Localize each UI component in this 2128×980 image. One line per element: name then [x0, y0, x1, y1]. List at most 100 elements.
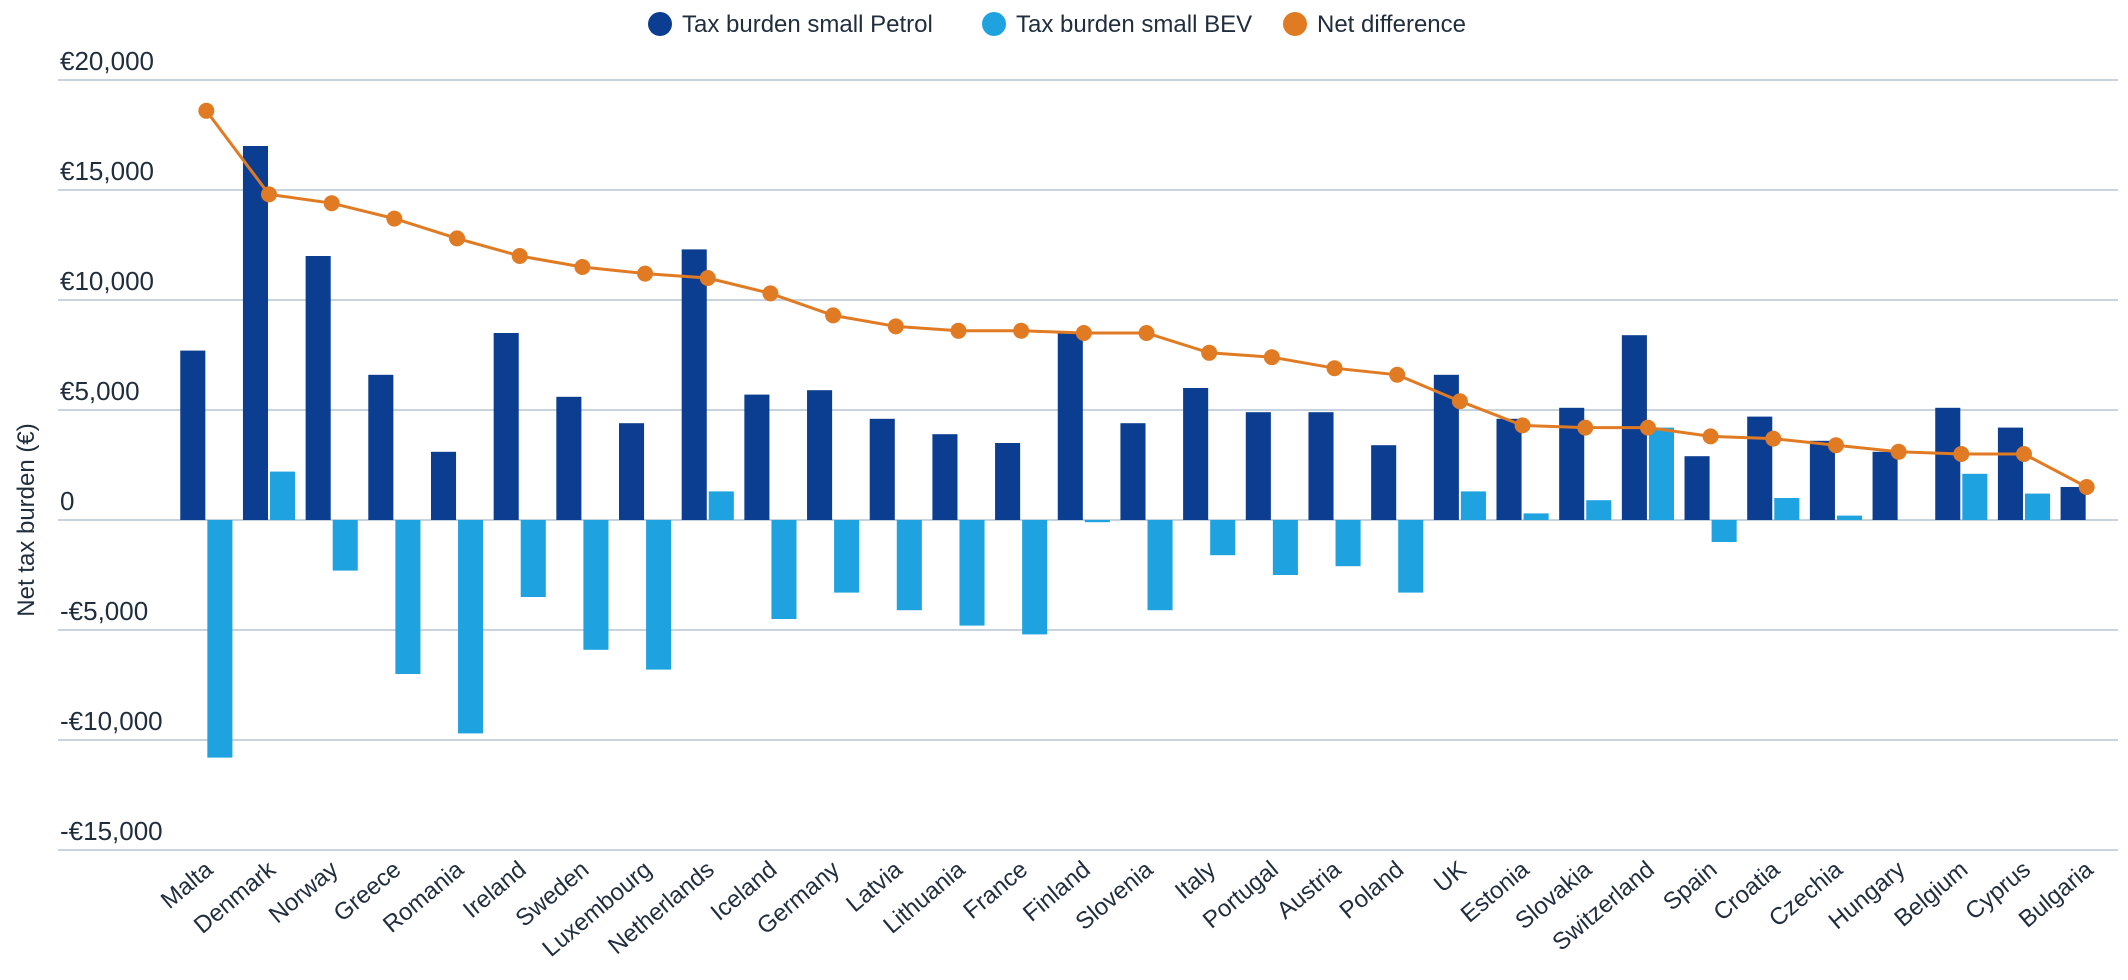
petrol-bar [807, 390, 833, 520]
y-tick-label: -€15,000 [60, 816, 163, 846]
bev-bar [896, 520, 922, 611]
bev-bar [1523, 513, 1549, 520]
legend-marker [1283, 12, 1307, 36]
net-difference-point [1890, 443, 1907, 460]
y-tick-label: -€5,000 [60, 596, 148, 626]
bev-bar [458, 520, 484, 734]
petrol-bar [995, 443, 1021, 520]
net-difference-point [1075, 325, 1092, 341]
petrol-bar [1371, 445, 1397, 520]
bev-bar [1774, 498, 1800, 520]
bev-bar [1398, 520, 1424, 593]
petrol-bar [744, 394, 770, 520]
bev-bar [1460, 491, 1486, 520]
bev-bar [1147, 520, 1173, 611]
bev-bar [959, 520, 985, 626]
petrol-bar [869, 418, 895, 520]
legend-item: Net difference [1283, 11, 1466, 38]
bev-bar [771, 520, 797, 619]
bev-bar [583, 520, 609, 650]
net-difference-point [637, 265, 654, 282]
petrol-bar [1245, 412, 1271, 520]
category-label: Poland [1334, 856, 1409, 925]
net-difference-point [198, 102, 215, 119]
net-difference-point [511, 248, 528, 264]
net-difference-point [2015, 446, 2032, 462]
petrol-bar [180, 350, 206, 520]
y-axis-ticks: €20,000 €15,000 €10,000 €5,000 0 -€5,000 -€10,… [60, 46, 163, 846]
legend-label: Tax burden small BEV [1016, 11, 1252, 38]
petrol-bar [1183, 388, 1209, 520]
net-difference-point [1953, 446, 1970, 462]
net-difference-point [887, 318, 904, 335]
legend-label: Net difference [1317, 11, 1466, 38]
net-difference-point [699, 270, 716, 286]
y-tick-label: €5,000 [60, 376, 140, 406]
petrol-bar [1684, 456, 1710, 520]
bev-bar [1586, 500, 1612, 520]
net-difference-line [198, 102, 2095, 495]
category-label: Italy [1170, 856, 1221, 905]
bev-bar [1836, 515, 1863, 520]
petrol-bar [1747, 416, 1773, 520]
petrol-bar [1935, 407, 1961, 520]
petrol-bar [556, 396, 582, 520]
category-label: Norway [264, 856, 344, 929]
net-difference-point [449, 230, 466, 247]
net-difference-point [323, 195, 340, 212]
bev-bar [1962, 473, 1988, 520]
bev-bar [520, 520, 546, 597]
petrol-bar [1496, 418, 1522, 520]
net-difference-point [825, 307, 842, 324]
y-tick-label: €20,000 [60, 46, 154, 76]
petrol-bar [1120, 423, 1146, 520]
net-difference-point [574, 259, 591, 275]
net-difference-point [762, 285, 779, 302]
bev-bar [2024, 493, 2051, 520]
net-difference-point [2078, 479, 2095, 495]
net-difference-point [1201, 344, 1218, 361]
net-difference-point [1639, 419, 1656, 436]
bev-bar [1022, 520, 1048, 635]
petrol-bar [1308, 412, 1334, 520]
bev-bar [646, 520, 672, 670]
y-tick-label: €15,000 [60, 156, 154, 186]
bev-bar [1648, 427, 1674, 520]
legend-marker [648, 12, 672, 36]
petrol-bar [1057, 333, 1083, 520]
petrol-bar [242, 146, 269, 520]
legend-label: Tax burden small Petrol [682, 11, 933, 38]
category-label: France [958, 856, 1033, 925]
net-difference-point [1389, 366, 1406, 383]
legend-item: Tax burden small BEV [982, 11, 1252, 38]
y-tick-label: 0 [60, 486, 74, 516]
net-difference-point [1013, 322, 1030, 339]
bev-bar [1711, 520, 1737, 542]
petrol-bar [932, 434, 958, 520]
y-tick-label: €10,000 [60, 266, 154, 296]
y-tick-label: -€10,000 [60, 706, 163, 736]
net-difference-point [1138, 325, 1155, 341]
petrol-bar [493, 333, 519, 520]
petrol-bar [305, 256, 331, 520]
net-difference-series-line [205, 109, 2088, 489]
bev-bar [395, 520, 421, 674]
petrol-bar [1997, 427, 2023, 520]
net-difference-point [1263, 349, 1280, 366]
bev-bar [332, 520, 358, 571]
net-difference-point [1326, 360, 1343, 377]
net-difference-point [1765, 430, 1782, 447]
bev-bar [1084, 520, 1110, 523]
net-difference-point [386, 210, 403, 227]
net-difference-point [950, 322, 967, 339]
legend-marker [982, 12, 1006, 36]
legend-item: Tax burden small Petrol [648, 11, 933, 38]
net-difference-point [1451, 393, 1468, 410]
net-difference-point [1514, 417, 1531, 434]
net-difference-point [1702, 428, 1719, 445]
petrol-bar [681, 249, 707, 520]
petrol-bar [1809, 440, 1835, 520]
bev-bar [834, 520, 860, 593]
